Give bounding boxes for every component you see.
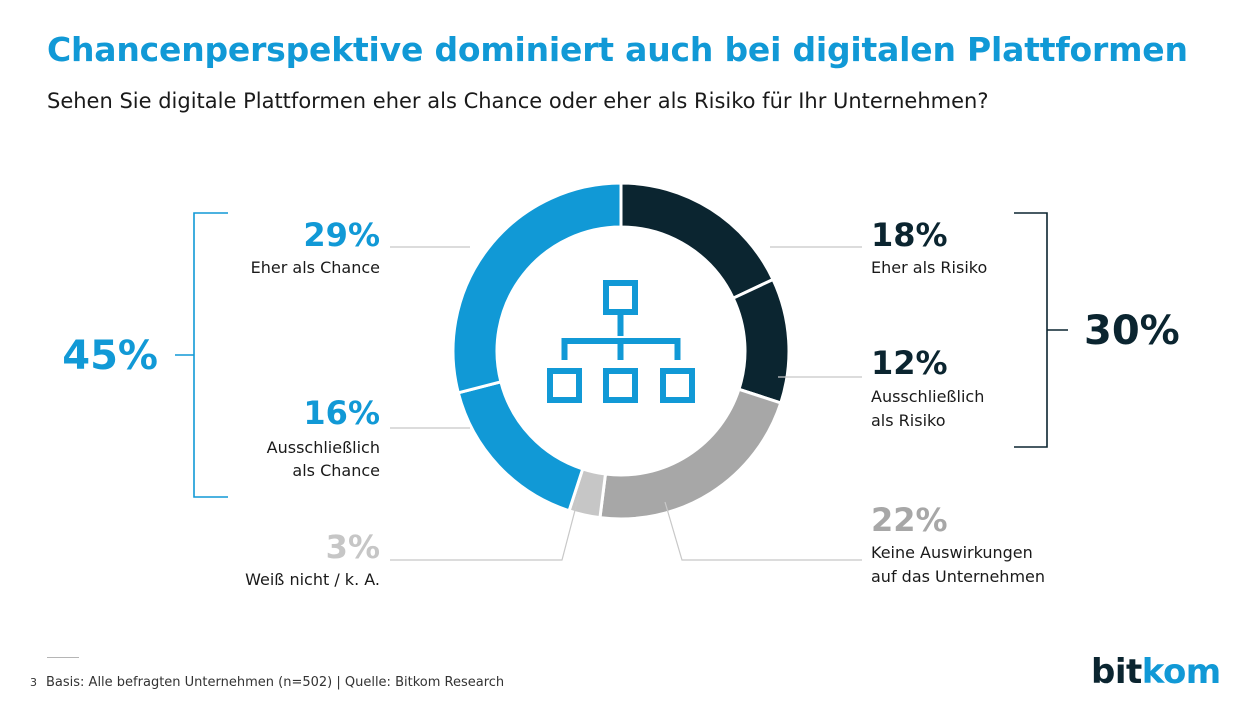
value-label-eher-chance: 29% xyxy=(303,216,380,254)
donut-slice-keine xyxy=(598,387,783,521)
category-label-weiss-nicht: Weiß nicht / k. A. xyxy=(245,570,380,589)
logo-part-bit: bit xyxy=(1091,652,1142,692)
logo-part-kom: kom xyxy=(1141,652,1221,692)
category-label-ausschl-chance-2: als Chance xyxy=(292,461,380,480)
value-label-weiss-nicht: 3% xyxy=(326,528,380,566)
source-note: Basis: Alle befragten Unternehmen (n=502… xyxy=(46,675,505,690)
value-label-keine: 22% xyxy=(871,501,948,539)
leader-lines xyxy=(390,246,862,561)
category-label-keine-1: Keine Auswirkungen xyxy=(871,543,1033,562)
page-number: 3 xyxy=(30,676,37,689)
category-label-eher-risiko: Eher als Risiko xyxy=(871,258,987,277)
category-label-keine-2: auf das Unternehmen xyxy=(871,567,1045,586)
page-title: Chancenperspektive dominiert auch bei di… xyxy=(47,30,1188,69)
category-label-ausschl-risiko-2: als Risiko xyxy=(871,411,946,430)
page-subtitle: Sehen Sie digitale Plattformen eher als … xyxy=(47,89,989,113)
category-label-eher-chance: Eher als Chance xyxy=(251,258,380,277)
bracket-chance xyxy=(175,212,228,498)
donut-slice-eher-risiko xyxy=(619,181,776,301)
donut-slices xyxy=(451,181,791,521)
value-label-ausschl-chance: 16% xyxy=(303,394,380,432)
donut-slice-eher-chance xyxy=(451,181,623,395)
category-label-ausschl-risiko-1: Ausschließlich xyxy=(871,387,984,406)
value-label-eher-risiko: 18% xyxy=(871,216,948,254)
category-label-ausschl-chance-1: Ausschließlich xyxy=(267,438,380,457)
bitkom-logo: bitkom xyxy=(1091,652,1221,692)
leader-line-keine xyxy=(664,501,862,561)
bracket-risiko xyxy=(1014,212,1068,448)
donut-slice-ausschl-risiko xyxy=(731,277,791,405)
hierarchy-icon xyxy=(547,280,695,403)
leader-line-weiss-nicht xyxy=(390,494,580,561)
group-label-chance: 45% xyxy=(62,333,158,379)
group-label-risiko: 30% xyxy=(1084,308,1180,354)
footer-divider xyxy=(47,657,79,658)
value-label-ausschl-risiko: 12% xyxy=(871,344,948,382)
